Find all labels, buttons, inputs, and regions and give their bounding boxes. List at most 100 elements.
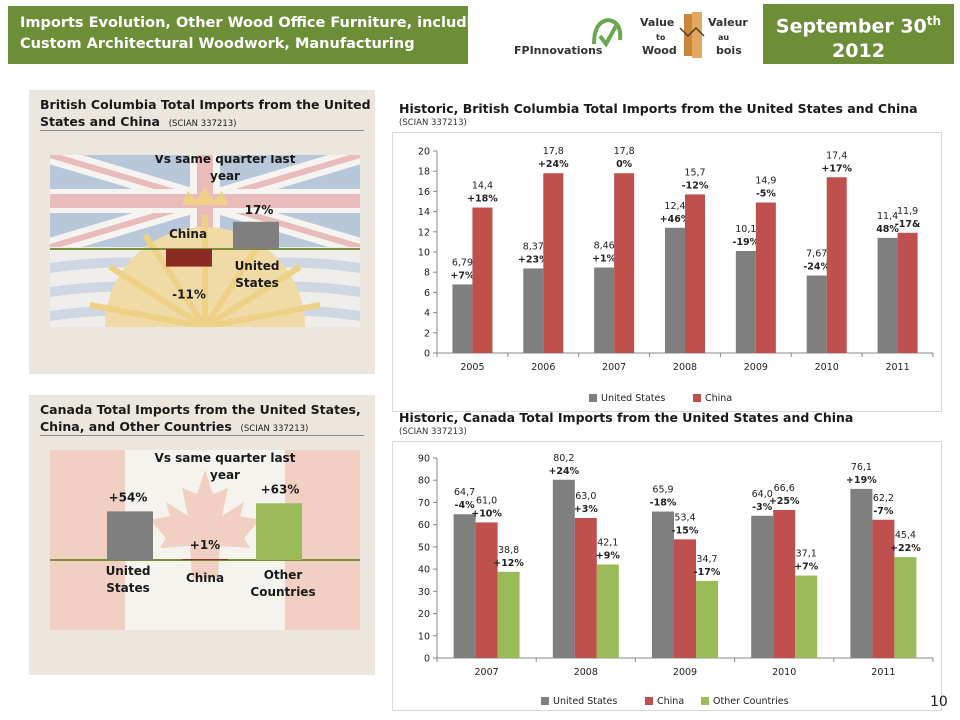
canada-summary-panel: Canada Total Imports from the United Sta… bbox=[29, 395, 375, 675]
bar-other-countries bbox=[596, 564, 619, 658]
y-tick-label: 0 bbox=[424, 349, 430, 360]
legend-swatch bbox=[693, 394, 701, 402]
data-label: 17,8 bbox=[543, 146, 564, 157]
y-tick-label: 6 bbox=[424, 288, 430, 299]
bar-united-states bbox=[735, 250, 756, 353]
data-label: 62,2 bbox=[873, 493, 894, 504]
y-tick-label: 40 bbox=[418, 565, 430, 576]
change-label: -7% bbox=[873, 506, 894, 517]
svg-text:bois: bois bbox=[716, 44, 742, 57]
change-label: -17% bbox=[694, 567, 721, 578]
canada-panel-rule bbox=[40, 435, 364, 436]
quarter-chart-title: Vs same quarter last bbox=[155, 451, 296, 465]
bar-united-states bbox=[452, 284, 473, 353]
bar-united-states bbox=[594, 267, 615, 353]
svg-text:Wood: Wood bbox=[642, 44, 677, 57]
bar-united-states bbox=[453, 514, 476, 658]
x-tick-label: 2005 bbox=[460, 362, 484, 373]
change-label: +24% bbox=[548, 466, 579, 477]
y-tick-label: 10 bbox=[418, 248, 430, 259]
bar-china bbox=[826, 177, 847, 353]
y-tick-label: 2 bbox=[424, 328, 430, 339]
bc-summary-panel: British Columbia Total Imports from the … bbox=[29, 90, 375, 374]
y-tick-label: 4 bbox=[424, 308, 430, 319]
y-tick-label: 80 bbox=[418, 476, 430, 487]
change-label: -3% bbox=[752, 502, 773, 513]
quarter-category-label: United bbox=[235, 259, 280, 273]
bc-flag-chart: Vs same quarter last year -11% China 17% Unit… bbox=[50, 155, 360, 327]
bar-united-states bbox=[751, 515, 774, 658]
svg-text:au: au bbox=[718, 33, 729, 42]
change-label: +10% bbox=[471, 508, 502, 519]
bc-historic-subtitle: (SCIAN 337213) bbox=[399, 118, 467, 128]
page-number: 10 bbox=[930, 694, 948, 710]
x-tick-label: 2009 bbox=[673, 667, 697, 678]
fpinnovations-logo: FPInnovations bbox=[514, 17, 623, 57]
quarter-category-label: States bbox=[235, 276, 279, 290]
quarter-value-label: -11% bbox=[172, 288, 206, 302]
svg-text:Value: Value bbox=[640, 16, 674, 29]
x-tick-label: 2007 bbox=[475, 667, 499, 678]
bar-other-countries bbox=[894, 557, 917, 658]
bar-china bbox=[472, 207, 493, 353]
y-tick-label: 70 bbox=[418, 498, 430, 509]
fpinnovations-logo-text: FPInnovations bbox=[514, 44, 603, 57]
quarter-category-label: Other bbox=[264, 568, 303, 582]
data-label: 76,1 bbox=[851, 462, 872, 473]
y-tick-label: 0 bbox=[424, 654, 430, 665]
data-label: 42,1 bbox=[597, 537, 618, 548]
change-label: -5% bbox=[756, 189, 777, 200]
data-label: 45,4 bbox=[895, 530, 916, 541]
data-label: 8,37 bbox=[523, 241, 544, 252]
quarter-chart-title: year bbox=[210, 169, 240, 183]
bar-united-states bbox=[877, 237, 898, 353]
data-label: 66,6 bbox=[774, 483, 795, 494]
data-label: 53,4 bbox=[674, 512, 695, 523]
bar-china bbox=[755, 202, 776, 353]
y-tick-label: 14 bbox=[418, 207, 430, 218]
change-label: -15% bbox=[672, 525, 699, 536]
y-tick-label: 16 bbox=[418, 187, 430, 198]
title-banner: Imports Evolution, Other Wood Office Fur… bbox=[8, 6, 492, 64]
canada-historic-title: Historic, Canada Total Imports from the … bbox=[399, 410, 854, 425]
bar-china bbox=[574, 518, 597, 658]
y-tick-label: 90 bbox=[418, 454, 430, 465]
data-label: 37,1 bbox=[796, 549, 817, 560]
quarter-category-label: States bbox=[106, 581, 150, 595]
change-label: -24% bbox=[803, 262, 830, 273]
y-tick-label: 60 bbox=[418, 520, 430, 531]
quarter-category-label: China bbox=[169, 227, 207, 241]
x-tick-label: 2011 bbox=[871, 667, 895, 678]
canada-flag-background bbox=[50, 450, 360, 630]
data-label: 61,0 bbox=[476, 495, 497, 506]
x-tick-label: 2008 bbox=[673, 362, 697, 373]
change-label: +18% bbox=[467, 194, 498, 205]
svg-text:Valeur: Valeur bbox=[708, 16, 748, 29]
change-label: -4% bbox=[455, 500, 476, 511]
data-label: 11,4 bbox=[877, 211, 898, 222]
bar-china bbox=[475, 522, 498, 658]
bar-united-states bbox=[652, 511, 674, 658]
legend-swatch bbox=[541, 697, 549, 705]
bc-historic-chart: 0 2 4 6 8 10 12 14 16 18 20 Millions of dollars 2005… bbox=[385, 132, 942, 412]
quarter-bar bbox=[256, 503, 302, 560]
y-tick-label: 10 bbox=[418, 631, 430, 642]
change-label: +9% bbox=[596, 550, 621, 561]
bar-other-countries bbox=[696, 580, 718, 658]
quarter-value-label: +54% bbox=[109, 490, 148, 504]
quarter-value-label: 17% bbox=[245, 203, 274, 217]
bar-china bbox=[872, 519, 895, 658]
bar-china bbox=[614, 173, 635, 353]
bar-china bbox=[674, 539, 696, 658]
x-tick-label: 2008 bbox=[574, 667, 598, 678]
quarter-bar bbox=[233, 221, 279, 249]
bc-panel-rule bbox=[40, 130, 364, 131]
change-label: +22% bbox=[890, 543, 921, 554]
y-axis-title: Millions of dollars bbox=[393, 202, 396, 302]
data-label: 38,8 bbox=[498, 545, 519, 556]
change-label: +25% bbox=[769, 496, 800, 507]
legend-label: United States bbox=[601, 393, 665, 404]
x-tick-label: 2009 bbox=[744, 362, 768, 373]
data-label: 63,0 bbox=[575, 491, 596, 502]
canada-historic-subtitle: (SCIAN 337213) bbox=[399, 427, 467, 437]
